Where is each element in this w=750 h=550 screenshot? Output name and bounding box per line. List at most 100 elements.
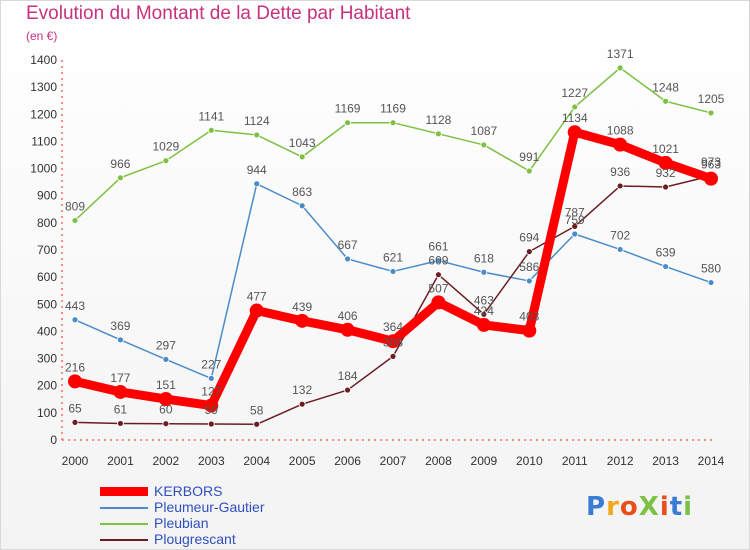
y-tick-label: 0	[50, 433, 57, 447]
data-label-pleumeur-gautier: 618	[474, 251, 494, 265]
data-label-kerbors: 963	[701, 158, 721, 172]
x-axis-ticks: 2000 2001 2002 2003 2004 2005 2006 2007 2008 2009…	[62, 454, 725, 468]
data-label-pleubian: 1029	[153, 140, 180, 154]
data-label-pleubian: 1248	[652, 80, 679, 94]
data-point-kerbors	[249, 303, 264, 318]
data-label-kerbors: 439	[292, 300, 312, 314]
data-label-plougrescant: 184	[338, 369, 358, 383]
data-label-pleubian: 1043	[289, 136, 316, 150]
data-label-pleumeur-gautier: 863	[292, 185, 312, 199]
data-label-plougrescant: 132	[292, 383, 312, 397]
data-label-kerbors: 477	[247, 290, 267, 304]
y-tick-label: 1400	[30, 53, 57, 67]
data-point-pleumeur-gautier	[162, 355, 170, 363]
logo-letter: i	[659, 492, 670, 522]
data-label-pleumeur-gautier: 661	[428, 240, 448, 254]
data-point-pleumeur-gautier	[435, 257, 442, 264]
data-label-pleumeur-gautier: 297	[156, 338, 176, 352]
logo-letter: X	[638, 492, 660, 522]
data-label-pleubian: 966	[110, 157, 130, 171]
data-label-pleubian: 1141	[198, 109, 224, 123]
x-tick-label: 2001	[107, 454, 134, 468]
data-label-plougrescant: 59	[205, 403, 219, 417]
data-label-plougrescant: 973	[701, 155, 721, 169]
data-point-pleubian	[525, 167, 533, 175]
data-label-kerbors: 1021	[652, 142, 679, 156]
data-label-pleubian: 1087	[471, 124, 498, 138]
data-label-pleumeur-gautier: 944	[247, 163, 267, 177]
data-point-plougrescant	[162, 420, 170, 428]
y-tick-label: 900	[37, 189, 57, 203]
data-point-kerbors	[295, 313, 310, 328]
data-point-kerbors	[658, 155, 673, 170]
data-point-pleumeur-gautier	[389, 268, 397, 275]
y-tick-label: 400	[37, 324, 57, 338]
data-point-pleumeur-gautier	[344, 255, 351, 263]
data-point-kerbors	[68, 374, 82, 389]
logo-letter: P	[586, 492, 607, 522]
x-tick-label: 2013	[652, 454, 679, 468]
data-label-kerbors: 507	[428, 281, 448, 295]
data-label-kerbors: 403	[519, 310, 539, 324]
x-tick-label: 2007	[380, 454, 407, 468]
data-point-pleubian	[162, 157, 170, 165]
data-label-plougrescant: 936	[610, 165, 630, 179]
data-label-plougrescant: 932	[656, 166, 676, 180]
data-point-plougrescant	[389, 352, 397, 360]
data-point-pleubian	[207, 126, 215, 134]
y-tick-label: 600	[37, 270, 57, 284]
y-tick-label: 1000	[30, 162, 57, 176]
data-label-pleumeur-gautier: 586	[519, 260, 539, 274]
data-labels: 809 966 1029 1141 1124 1043 1169 1169 1128 1087 99…	[65, 47, 725, 417]
data-label-plougrescant: 61	[114, 402, 128, 416]
data-point-plougrescant	[71, 418, 79, 426]
data-point-pleumeur-gautier	[117, 336, 124, 344]
x-tick-label: 2006	[334, 454, 361, 468]
data-label-plougrescant: 609	[428, 254, 448, 268]
legend-label: Pleumeur-Gautier	[154, 499, 265, 515]
data-label-pleubian: 1205	[698, 92, 725, 106]
data-label-kerbors: 216	[65, 360, 85, 374]
data-label-plougrescant: 694	[519, 231, 539, 245]
x-tick-label: 2002	[153, 454, 180, 468]
data-label-kerbors: 177	[110, 371, 130, 385]
legend-label: KERBORS	[154, 483, 223, 499]
data-label-plougrescant: 60	[159, 403, 173, 417]
data-label-pleubian: 1124	[244, 114, 270, 128]
data-point-kerbors	[431, 295, 446, 310]
y-tick-label: 500	[37, 297, 57, 311]
data-point-pleubian	[707, 109, 715, 117]
data-label-pleumeur-gautier: 702	[610, 228, 630, 242]
data-point-pleubian	[117, 174, 124, 182]
legend-label: Pleubian	[154, 515, 209, 531]
data-label-pleumeur-gautier: 639	[656, 246, 676, 260]
data-point-plougrescant	[525, 248, 533, 256]
x-tick-label: 2000	[62, 454, 89, 468]
x-tick-label: 2008	[425, 454, 452, 468]
x-tick-label: 2012	[607, 454, 634, 468]
data-label-kerbors: 151	[156, 378, 176, 392]
y-tick-label: 1200	[30, 107, 57, 121]
logo-letter: o	[619, 492, 639, 522]
data-point-kerbors	[386, 334, 401, 349]
data-point-plougrescant	[480, 310, 488, 318]
data-point-kerbors	[340, 322, 355, 337]
data-point-pleumeur-gautier	[707, 279, 715, 286]
data-point-pleumeur-gautier	[298, 202, 306, 210]
data-point-kerbors	[522, 323, 537, 338]
legend-label: Plougrescant	[154, 531, 236, 547]
data-point-pleumeur-gautier	[662, 263, 669, 270]
x-tick-label: 2004	[243, 454, 270, 468]
data-label-plougrescant: 787	[565, 205, 585, 219]
data-point-pleumeur-gautier	[480, 268, 488, 276]
data-label-pleumeur-gautier: 443	[65, 299, 85, 313]
y-axis-ticks: 0 100 200 300 400 500 600 700 800 900 1000 1100 1200…	[30, 53, 57, 447]
data-point-plougrescant	[298, 400, 306, 408]
data-label-pleubian: 1169	[380, 102, 406, 116]
logo-letter: r	[606, 492, 620, 522]
data-label-kerbors: 1088	[607, 124, 634, 138]
data-point-plougrescant	[253, 420, 261, 428]
y-tick-label: 1100	[31, 134, 57, 148]
axes	[61, 60, 712, 441]
logo-letter: i	[683, 492, 694, 522]
